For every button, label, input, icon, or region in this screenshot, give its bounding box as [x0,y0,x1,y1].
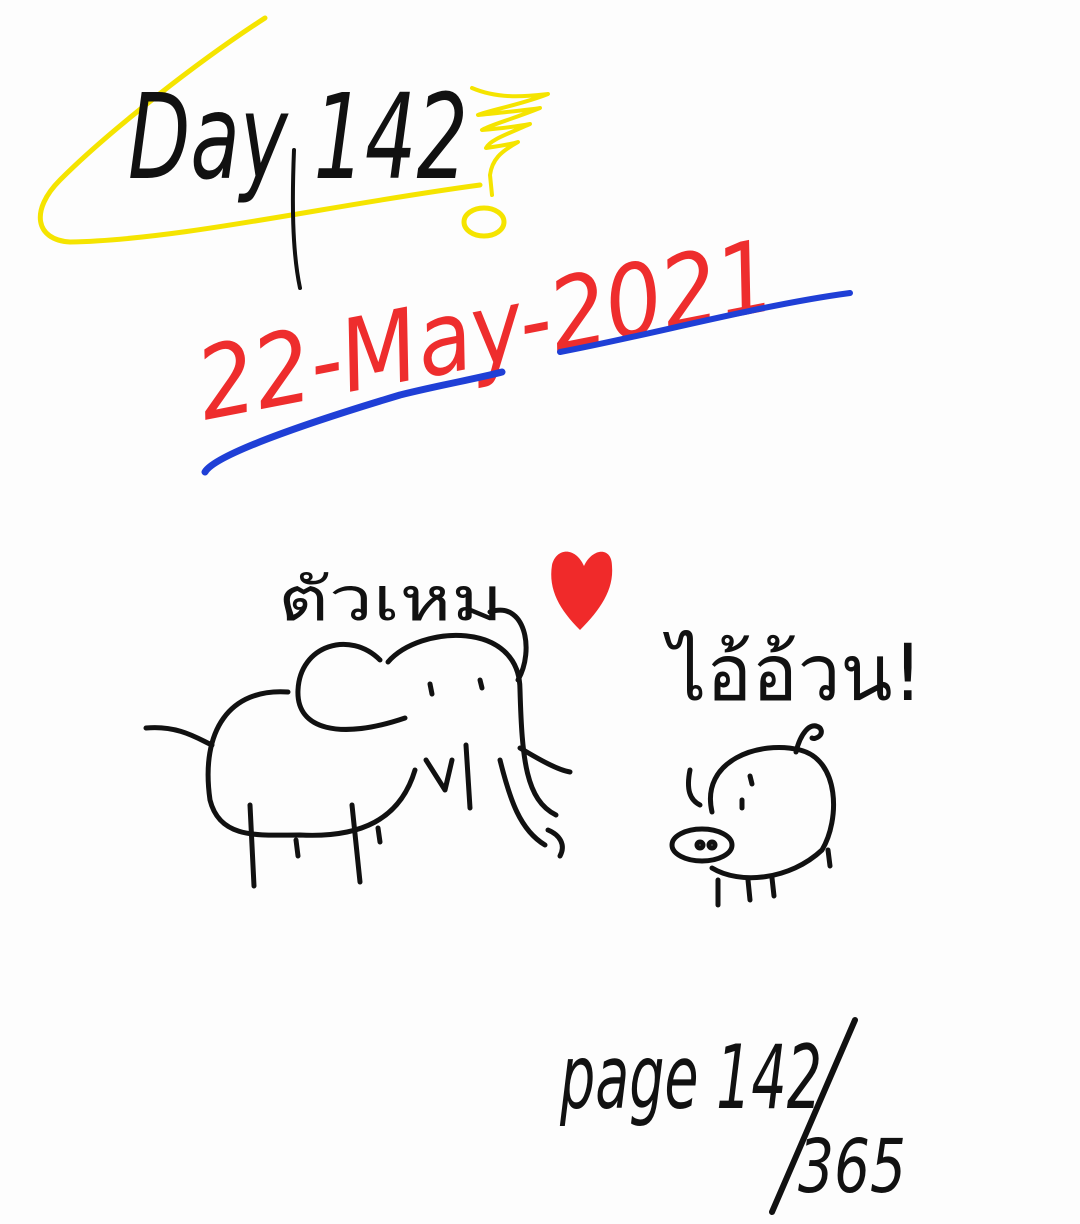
page-label: page 142 [559,1026,822,1129]
title-descender [290,148,302,290]
yellow-exclamation-doodle [470,86,550,197]
heart-icon [551,551,613,630]
elephant-drawing [143,607,573,889]
yellow-dot-doodle [461,205,507,239]
pig-caption: ไอ้อ้วน! [662,629,923,719]
page-total: 365 [798,1124,906,1210]
day-title: Day 142 [128,68,468,206]
date-underline-right [557,290,853,355]
elephant-caption: ตัวเหม [278,565,503,635]
date-text: 22-May-2021 [187,217,784,443]
pig-drawing [669,723,837,908]
yellow-swoosh [37,15,483,245]
fraction-slash [769,1017,858,1215]
date-underline-left [201,368,506,476]
